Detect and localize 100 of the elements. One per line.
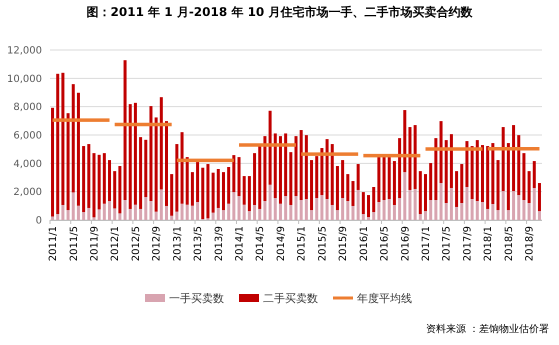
bar bbox=[289, 152, 292, 205]
bar bbox=[372, 186, 376, 212]
bar bbox=[476, 140, 479, 202]
bar bbox=[164, 206, 168, 220]
bar bbox=[382, 157, 386, 200]
bar bbox=[242, 204, 246, 220]
x-tick-label: 2017/5 bbox=[442, 226, 453, 262]
x-tick-label: 2017/9 bbox=[462, 226, 474, 262]
bar bbox=[491, 143, 494, 204]
bar bbox=[486, 146, 490, 209]
bar bbox=[149, 201, 152, 220]
bar bbox=[274, 133, 277, 198]
bar bbox=[160, 97, 163, 190]
bar bbox=[538, 211, 541, 220]
bar bbox=[480, 145, 484, 202]
bar bbox=[92, 153, 96, 218]
bar bbox=[382, 200, 386, 220]
bar bbox=[227, 167, 230, 204]
bar bbox=[284, 196, 288, 220]
bar bbox=[315, 156, 318, 198]
bar bbox=[196, 162, 200, 202]
y-tick-label: 0 bbox=[36, 216, 42, 226]
bar bbox=[528, 203, 531, 220]
bar bbox=[341, 198, 344, 220]
bar bbox=[434, 138, 438, 200]
bar bbox=[160, 189, 163, 220]
bar bbox=[502, 127, 505, 192]
bar bbox=[128, 208, 132, 220]
bar bbox=[320, 195, 324, 220]
bar bbox=[108, 160, 112, 202]
bar bbox=[310, 160, 314, 210]
bar bbox=[522, 153, 526, 200]
bar bbox=[190, 206, 194, 220]
bar bbox=[517, 195, 520, 220]
bar bbox=[113, 208, 116, 220]
bar bbox=[424, 211, 428, 220]
bar bbox=[216, 208, 220, 220]
bar bbox=[61, 204, 64, 220]
bar bbox=[238, 157, 241, 196]
bar bbox=[517, 135, 520, 196]
bar bbox=[139, 208, 142, 220]
bar bbox=[222, 210, 225, 220]
bar bbox=[476, 201, 479, 220]
bar bbox=[444, 203, 448, 220]
bar bbox=[465, 141, 468, 187]
bar bbox=[330, 144, 334, 205]
bar bbox=[232, 155, 236, 192]
bar bbox=[164, 121, 168, 206]
bar bbox=[300, 130, 303, 200]
bar bbox=[212, 172, 215, 213]
bar bbox=[486, 208, 490, 220]
bar bbox=[56, 74, 60, 214]
bar bbox=[66, 113, 70, 210]
bar bbox=[346, 201, 350, 220]
bar bbox=[330, 204, 334, 220]
bar bbox=[124, 200, 127, 220]
bar bbox=[294, 196, 298, 220]
y-tick-label: 8,000 bbox=[13, 102, 42, 114]
bar bbox=[263, 201, 266, 220]
bar bbox=[258, 145, 262, 209]
y-tick-label: 12,000 bbox=[7, 46, 42, 56]
x-tick-label: 2018/1 bbox=[483, 226, 494, 262]
bar bbox=[414, 188, 417, 220]
bar bbox=[268, 110, 272, 185]
x-tick-label: 2013/5 bbox=[193, 226, 204, 262]
x-tick-label: 2011/1 bbox=[48, 226, 60, 262]
bar bbox=[367, 217, 370, 220]
text: 资料来源 ：差饷物业估价署 bbox=[426, 323, 549, 335]
bar bbox=[506, 143, 510, 210]
chart-title: 图：2011 年 1 月-2018 年 10 月住宅市场一手、二手市场买卖合约数 bbox=[86, 5, 474, 19]
bar bbox=[512, 125, 516, 192]
bar bbox=[82, 212, 86, 220]
bar bbox=[429, 163, 432, 200]
bar bbox=[444, 140, 448, 203]
bar bbox=[118, 166, 122, 214]
bar bbox=[51, 216, 54, 220]
bar bbox=[186, 157, 189, 205]
bar bbox=[512, 191, 516, 220]
bar bbox=[186, 204, 189, 220]
bar bbox=[222, 172, 225, 210]
bar bbox=[227, 204, 230, 220]
bar bbox=[460, 164, 464, 203]
y-tick-label: 6,000 bbox=[13, 130, 42, 142]
bar bbox=[362, 214, 365, 220]
bar bbox=[248, 176, 251, 212]
y-tick-label: 10,000 bbox=[7, 74, 42, 85]
bar bbox=[87, 208, 90, 220]
bar bbox=[170, 174, 174, 216]
bar bbox=[134, 102, 137, 205]
bar bbox=[392, 161, 396, 205]
bar bbox=[403, 172, 406, 220]
x-tick-label: 2013/9 bbox=[214, 226, 225, 262]
x-tick-label: 2012/5 bbox=[130, 226, 142, 262]
legend-label: 一手买卖数 bbox=[169, 292, 224, 305]
x-tick-label: 2012/1 bbox=[110, 226, 122, 262]
bar bbox=[149, 106, 152, 202]
legend-label: 年度平均线 bbox=[357, 292, 412, 305]
bar bbox=[216, 169, 220, 208]
bar bbox=[87, 144, 90, 208]
bar bbox=[392, 204, 396, 220]
